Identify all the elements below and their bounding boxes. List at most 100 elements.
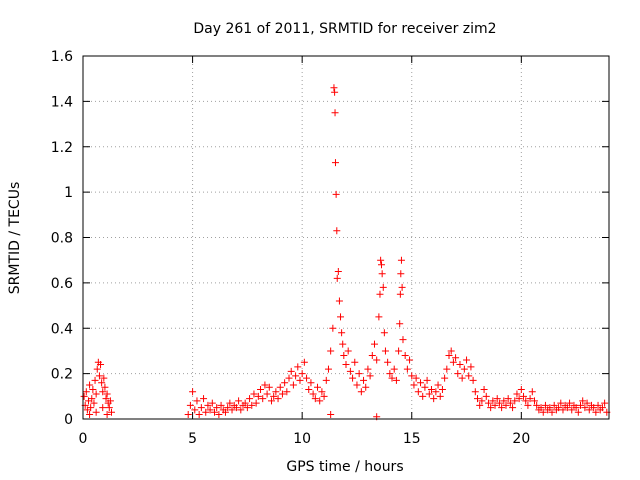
data-point (467, 363, 475, 371)
data-points (80, 84, 611, 421)
data-point (380, 329, 388, 337)
data-point (406, 356, 414, 364)
data-point (517, 386, 525, 394)
data-point (324, 365, 332, 373)
data-point (487, 404, 495, 412)
data-point (465, 372, 473, 380)
data-point (378, 261, 386, 269)
data-point (346, 367, 354, 375)
data-point (320, 392, 328, 400)
data-point (98, 379, 106, 387)
data-point (515, 395, 523, 403)
data-point (471, 388, 479, 396)
data-point (388, 374, 396, 382)
data-point (546, 404, 554, 412)
data-point (398, 283, 406, 291)
data-point (456, 361, 464, 369)
data-point (283, 388, 291, 396)
data-point (314, 383, 322, 391)
data-point (292, 372, 300, 380)
data-point (287, 367, 295, 375)
x-tick-label: 10 (293, 431, 311, 447)
data-point (419, 392, 427, 400)
data-point (539, 408, 547, 416)
data-point (357, 388, 365, 396)
data-point (226, 399, 234, 407)
data-point (90, 399, 98, 407)
data-point (305, 386, 313, 394)
grid-lines (83, 56, 609, 419)
y-tick-label: 1 (64, 185, 73, 201)
data-point (423, 376, 431, 384)
data-point (267, 397, 275, 405)
data-point (228, 406, 236, 414)
data-point (528, 388, 536, 396)
data-point (572, 404, 580, 412)
data-point (221, 408, 229, 416)
data-point (410, 381, 418, 389)
data-point (195, 410, 203, 418)
data-point (217, 401, 225, 409)
data-point (438, 386, 446, 394)
data-point (213, 404, 221, 412)
data-point (360, 376, 368, 384)
data-point (530, 397, 538, 405)
data-point (261, 381, 269, 389)
data-point (524, 401, 532, 409)
data-point (303, 374, 311, 382)
data-point (263, 390, 271, 398)
data-point (463, 356, 471, 364)
data-point (100, 374, 108, 382)
data-point (248, 401, 256, 409)
data-point (412, 374, 420, 382)
data-point (89, 386, 97, 394)
data-point (285, 374, 293, 382)
data-point (541, 401, 549, 409)
data-point (298, 370, 306, 378)
data-point (568, 406, 576, 414)
data-point (445, 351, 453, 359)
data-point (390, 365, 398, 373)
data-point (379, 283, 387, 291)
data-point (351, 358, 359, 366)
data-point (583, 399, 591, 407)
x-tick-label: 20 (512, 431, 530, 447)
data-point (397, 256, 405, 264)
y-tick-label: 0 (64, 412, 73, 428)
data-point (377, 256, 385, 264)
data-point (206, 406, 214, 414)
data-point (202, 408, 210, 416)
plot-frame (82, 55, 610, 420)
data-point (526, 395, 534, 403)
data-point (403, 365, 411, 373)
data-point (452, 354, 460, 362)
data-point (449, 358, 457, 366)
data-point (331, 109, 339, 117)
data-point (548, 408, 556, 416)
data-point (318, 388, 326, 396)
data-point (396, 290, 404, 298)
data-point (493, 395, 501, 403)
data-point (309, 390, 317, 398)
data-point (436, 392, 444, 400)
data-point (191, 406, 199, 414)
data-point (281, 379, 289, 387)
data-point (522, 397, 530, 405)
data-point (585, 406, 593, 414)
data-point (82, 388, 90, 396)
data-point (441, 374, 449, 382)
y-tick-label: 1.2 (51, 140, 73, 156)
data-point (102, 395, 110, 403)
data-point (340, 351, 348, 359)
data-point (434, 381, 442, 389)
x-tick-label: 5 (188, 431, 197, 447)
data-point (243, 404, 251, 412)
data-point (200, 395, 208, 403)
data-point (559, 406, 567, 414)
y-axis-label: SRMTID / TECUs (7, 182, 23, 295)
data-point (307, 379, 315, 387)
data-point (197, 404, 205, 412)
data-point (482, 392, 490, 400)
data-point (246, 395, 254, 403)
